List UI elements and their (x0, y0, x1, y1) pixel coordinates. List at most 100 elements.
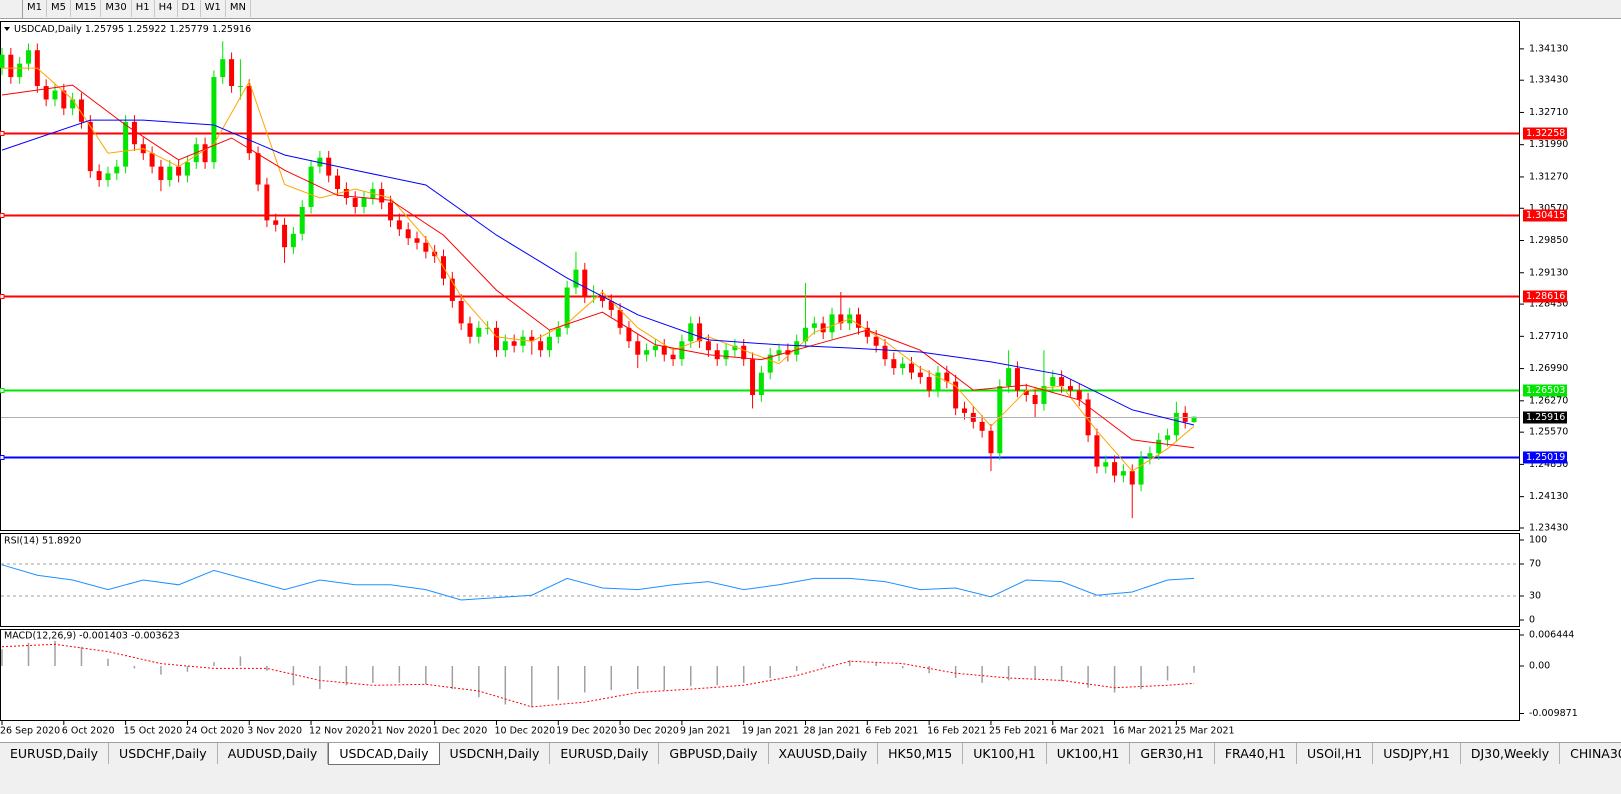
chart-tab[interactable]: EURUSD,Daily (0, 743, 110, 764)
macd-label: MACD(12,26,9) -0.001403 -0.003623 (4, 631, 180, 642)
chart-tab[interactable]: USDCNH,Daily (440, 743, 551, 764)
candle-body (0, 54, 5, 69)
x-tick-label: 6 Feb 2021 (865, 726, 918, 737)
candle-body (1059, 377, 1065, 387)
timeframe-button[interactable]: MN (226, 0, 251, 17)
candle-body (502, 341, 508, 351)
candle-body (511, 341, 517, 346)
chart-tab[interactable]: UK100,H1 (963, 743, 1047, 764)
candle-body (961, 408, 967, 413)
candle-body (873, 336, 879, 346)
candle-body (264, 184, 270, 221)
timeframe-button[interactable]: M5 (47, 0, 71, 17)
y-tick-label: 1.29850 (1529, 235, 1568, 246)
y-tick-label: 1.33430 (1529, 75, 1568, 86)
candle-body (555, 327, 561, 337)
candle-body (167, 166, 173, 181)
chart-tab[interactable]: AUDUSD,Daily (218, 743, 329, 764)
chart-tab[interactable]: DJ30,Weekly (1461, 743, 1561, 764)
candle-body (1173, 412, 1179, 436)
chart-tab[interactable]: HK50,M15 (878, 743, 964, 764)
x-tick-label: 12 Nov 2020 (309, 726, 370, 737)
candle-body (193, 144, 199, 163)
chart-tab[interactable]: FRA40,H1 (1215, 743, 1297, 764)
candle-body (43, 86, 49, 100)
candle-body (8, 54, 14, 78)
y-tick-label: 1.27710 (1529, 331, 1568, 342)
chart-tab[interactable]: EURUSD,Daily (550, 743, 660, 764)
candle-body (396, 220, 402, 230)
candle-body (1165, 435, 1171, 440)
candle-body (158, 166, 164, 181)
level-handle (0, 294, 5, 299)
chart-tab[interactable]: USDCAD,Daily (328, 743, 440, 765)
y-tick-label: 1.30570 (1529, 203, 1568, 214)
candle-body (617, 309, 623, 328)
candle-body (405, 229, 411, 239)
x-tick-label: 15 Oct 2020 (124, 726, 183, 737)
candle-body (750, 359, 756, 395)
candle-body (361, 197, 367, 207)
candle-body (979, 421, 985, 431)
candle-body (299, 206, 305, 234)
chart-tab[interactable]: USDCHF,Daily (109, 743, 218, 764)
candle-body (944, 372, 950, 382)
candle-body (538, 341, 544, 351)
timeframe-button[interactable]: D1 (178, 0, 201, 17)
candle-body (78, 99, 84, 122)
y-tick-label: 1.31990 (1529, 139, 1568, 150)
x-tick-label: 26 Sep 2020 (0, 726, 60, 737)
timeframe-button[interactable]: M30 (101, 0, 132, 17)
candle-body (908, 363, 914, 373)
candle-body (237, 86, 243, 88)
macd-signal (1, 643, 1195, 708)
candle-body (864, 327, 870, 337)
timeframe-button[interactable]: M1 (23, 0, 47, 17)
candle-body (591, 296, 597, 298)
chart-header: USDCAD,Daily 1.25795 1.25922 1.25779 1.2… (14, 24, 251, 35)
candle-body (820, 323, 826, 333)
level-label: 1.26503 (1526, 385, 1565, 396)
candle-body (1067, 386, 1073, 391)
candle-body (449, 278, 455, 301)
candle-body (891, 359, 897, 369)
timeframe-button[interactable]: W1 (201, 0, 226, 17)
candle-body (335, 175, 341, 190)
x-tick-label: 16 Mar 2021 (1113, 726, 1173, 737)
candle-body (1023, 390, 1029, 395)
quote-high: 1.25922 (127, 24, 166, 35)
y-tick-label: 1.26270 (1529, 395, 1568, 406)
chart: USDCAD,Daily 1.25795 1.25922 1.25779 1.2… (0, 21, 1578, 737)
candle-body (644, 350, 650, 355)
candle-body (493, 327, 499, 351)
candle-body (1050, 377, 1056, 387)
chart-tab[interactable]: CHINA300,H1 (1560, 743, 1621, 764)
x-tick-label: 1 Dec 2020 (433, 726, 488, 737)
chart-tabs: EURUSD,Daily USDCHF,Daily AUDUSD,Daily USDC… (0, 742, 1621, 794)
level-tag (1523, 384, 1567, 397)
chart-tab[interactable]: GER30,H1 (1130, 743, 1215, 764)
chart-tab[interactable]: GBPUSD,Daily (659, 743, 769, 764)
timeframe-button[interactable]: M15 (71, 0, 102, 17)
candle-body (458, 300, 464, 324)
chart-tab[interactable]: USOil,H1 (1297, 743, 1374, 764)
candle-body (582, 269, 588, 297)
candle-body (776, 350, 782, 355)
level-tag (1523, 290, 1567, 303)
toolbar-grip (0, 0, 23, 18)
candle-body (829, 314, 835, 333)
chart-tab[interactable]: XAUUSD,Daily (769, 743, 879, 764)
candle-body (997, 386, 1003, 454)
candle-body (767, 354, 773, 373)
x-tick-label: 19 Dec 2020 (556, 726, 617, 737)
candle-body (273, 220, 279, 225)
timeframe-button[interactable]: H4 (155, 0, 178, 17)
x-tick-label: 3 Nov 2020 (247, 726, 302, 737)
candle-body (697, 323, 703, 342)
chart-tab[interactable]: USDJPY,H1 (1373, 743, 1461, 764)
macd-tick-label: -0.009871 (1529, 708, 1578, 719)
chart-tab[interactable]: UK100,H1 (1047, 743, 1131, 764)
candle-body (599, 296, 605, 301)
timeframe-button[interactable]: H1 (132, 0, 155, 17)
x-tick-label: 24 Oct 2020 (185, 726, 244, 737)
